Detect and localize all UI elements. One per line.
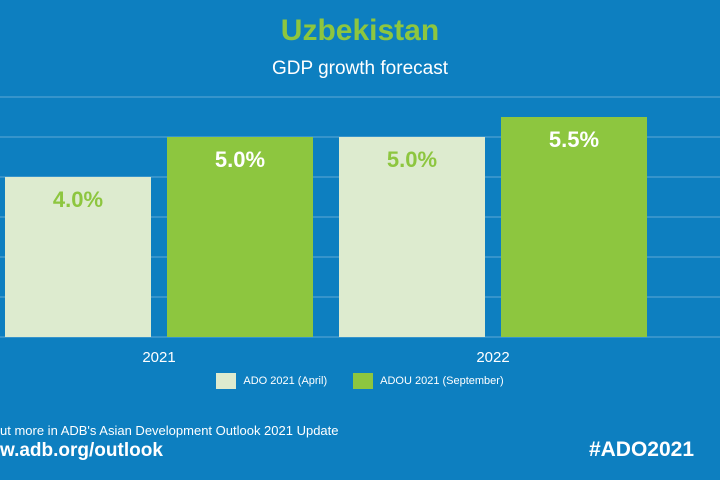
- legend: ADO 2021 (April) ADOU 2021 (September): [0, 373, 720, 389]
- legend-item-adou: ADOU 2021 (September): [353, 373, 504, 389]
- bar-2022-series-1: [501, 117, 647, 337]
- legend-swatch-adou: [353, 373, 374, 389]
- data-label-2022-series-0: 5.0%: [387, 147, 437, 172]
- hashtag: #ADO2021: [588, 438, 694, 461]
- data-label-2022-series-1: 5.5%: [549, 127, 599, 152]
- data-label-2021-series-0: 4.0%: [53, 187, 103, 212]
- legend-label-adou: ADOU 2021 (September): [380, 375, 504, 387]
- legend-swatch-ado: [216, 373, 237, 389]
- footer-text: ut more in ADB's Asian Development Outlo…: [0, 423, 339, 438]
- legend-label-ado: ADO 2021 (April): [243, 375, 328, 387]
- bar-2022-series-0: [339, 137, 485, 337]
- chart-title: Uzbekistan: [280, 14, 440, 47]
- footer-url-link[interactable]: w.adb.org/outlook: [0, 440, 163, 461]
- data-label-2021-series-1: 5.0%: [215, 147, 265, 172]
- x-tick-label-2022: 2022: [476, 349, 509, 366]
- bar-2021-series-0: [5, 177, 151, 337]
- chart-subtitle: GDP growth forecast: [271, 58, 448, 79]
- bar-2021-series-1: [167, 137, 313, 337]
- x-tick-label-2021: 2021: [142, 349, 175, 366]
- legend-item-ado: ADO 2021 (April): [216, 373, 327, 389]
